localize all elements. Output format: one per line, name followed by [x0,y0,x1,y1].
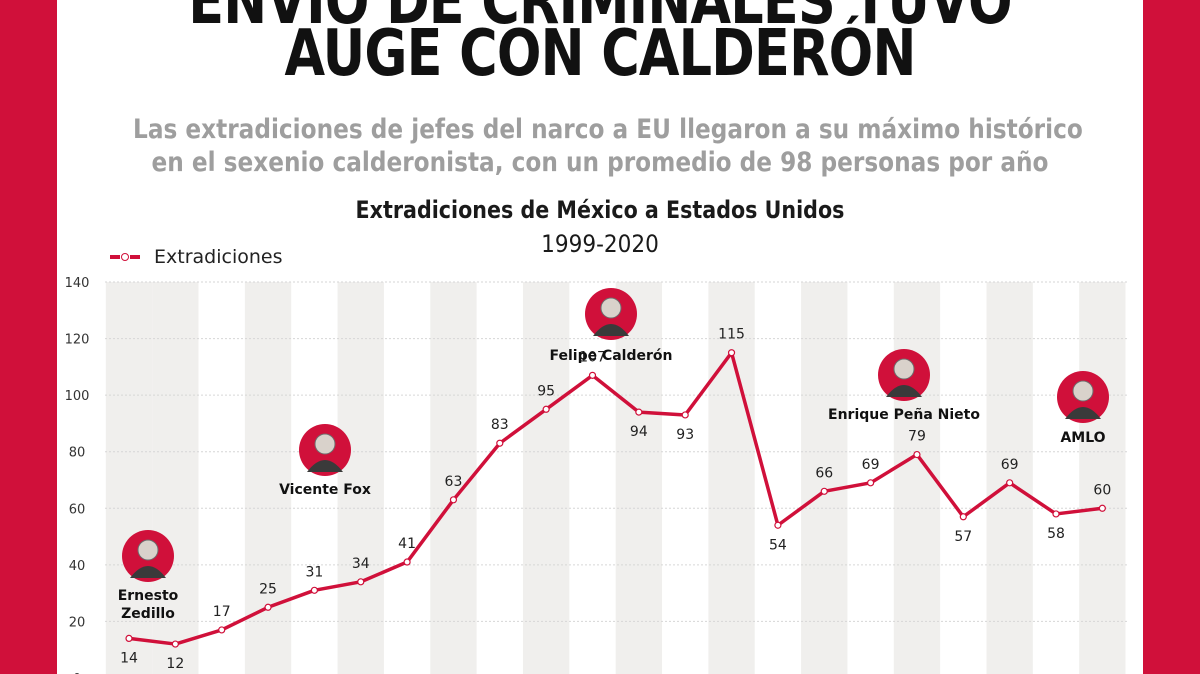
president-name-label: Zedillo [121,606,175,622]
data-point-2007 [496,439,504,447]
president-name-label: Vicente Fox [279,482,371,498]
data-label-2005: 41 [398,536,416,552]
year-band-2006 [430,282,477,674]
data-point-2009 [588,371,597,379]
data-point-2005 [403,558,411,566]
series-line-extradiciones [128,350,1103,646]
data-label-2013: 54 [769,537,787,553]
year-band-2020 [1079,282,1126,674]
data-point-2015 [866,479,875,487]
data-point-1999 [125,634,133,643]
president-portrait-amlo-icon [1057,371,1109,423]
data-point-2000 [171,640,179,648]
y-tick-label: 60 [69,502,86,517]
data-point-2011 [681,411,689,419]
data-label-2017: 57 [954,529,972,545]
headline-line-2: AUGE CON CALDERÓN [284,17,916,91]
data-point-2019 [1052,510,1060,518]
y-tick-label: 120 [65,333,90,348]
year-band-2014 [801,282,848,674]
data-label-2010: 94 [630,424,648,440]
data-point-2010 [635,408,643,416]
data-label-2019: 58 [1047,526,1065,542]
data-point-2013 [774,521,782,529]
year-band-2008 [522,282,570,674]
subtitle-line-1: Las extradiciones de jefes del narco a E… [133,114,1083,145]
chart-title: Extradiciones de México a Estados Unidos [355,196,845,224]
infographic-card: ENVÍO DE CRIMINALES TUVO AUGE CON CALDER… [57,0,1143,674]
data-point-2016 [913,450,921,459]
year-band-2000 [152,282,199,674]
year-band-1999 [105,282,153,674]
data-label-2009: 107 [579,349,606,365]
data-label-2015: 69 [862,457,880,473]
data-point-2020 [1098,504,1106,512]
data-label-1999: 14 [120,650,138,666]
data-label-2004: 34 [352,556,370,572]
data-label-2002: 25 [259,581,277,597]
president-portrait-pena-nieto-icon [878,349,930,401]
y-tick-label: 20 [69,615,86,630]
headline-line-1: ENVÍO DE CRIMINALES TUVO [188,0,1012,39]
data-point-2014 [820,487,828,495]
data-point-2006 [449,496,458,504]
data-point-2001 [218,626,226,634]
president-portrait-fox-icon [299,424,351,476]
data-point-2004 [357,578,365,586]
data-label-2014: 66 [815,465,833,481]
y-tick-label: 0 [73,672,81,674]
data-point-2017 [959,513,967,521]
data-point-2002 [264,603,272,611]
legend-line-swatch-icon [110,252,140,262]
year-band-2004 [337,282,384,674]
president-name-label: AMLO [1060,430,1105,446]
president-portrait-zedillo-icon [122,530,174,582]
chart-legend: Extradiciones [110,244,282,270]
data-label-2018: 69 [1001,457,1019,473]
data-label-2011: 93 [676,427,694,443]
subtitle-line-2: en el sexenio calderonista, con un prome… [151,147,1049,178]
president-portrait-calderon-icon [585,288,637,340]
data-label-2012: 115 [718,327,745,343]
data-label-2003: 31 [305,564,323,580]
data-label-2008: 95 [537,383,555,399]
president-name-label: Enrique Peña Nieto [828,407,980,423]
data-point-2008 [542,405,550,413]
data-label-2016: 79 [908,429,926,445]
legend-label: Extradiciones [154,246,283,268]
data-point-2018 [1006,479,1014,487]
data-label-2020: 60 [1093,482,1111,498]
data-point-2003 [310,586,318,594]
year-band-2018 [986,282,1033,674]
y-tick-label: 140 [65,276,90,291]
data-label-2006: 63 [445,474,463,490]
y-tick-label: 100 [65,389,90,404]
president-name-label: Ernesto [118,588,179,604]
data-point-2012 [727,349,736,357]
president-name-label: Felipe Calderón [549,348,672,364]
year-band-2012 [708,282,755,674]
data-label-2001: 17 [213,604,231,620]
chart-period: 1999-2020 [541,230,659,258]
y-tick-label: 40 [69,559,86,574]
data-label-2007: 83 [491,417,509,433]
y-tick-label: 80 [69,446,86,461]
year-band-2010 [615,282,663,674]
line-chart: 0 20 40 60 80 100 120 140 14 12 17 25 31 34 41 63 83 95 10… [65,276,1127,674]
data-label-2000: 12 [166,656,184,672]
